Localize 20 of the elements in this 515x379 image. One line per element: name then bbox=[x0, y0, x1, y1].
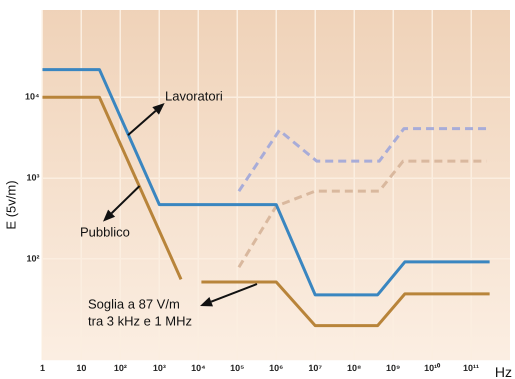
y-axis-title: E (5v/m) bbox=[4, 180, 19, 230]
x-tick-label: 10⁴ bbox=[191, 363, 206, 374]
x-axis-title: Hz bbox=[494, 364, 512, 379]
x-tick-label: 10 bbox=[76, 363, 86, 374]
y-tick-label: 10³ bbox=[26, 172, 40, 183]
annotation: Soglia a 87 V/m tra 3 kHz e 1 MHz bbox=[88, 296, 192, 329]
x-tick-label: 10¹⁰ bbox=[424, 363, 442, 374]
x-tick-label: 10⁵ bbox=[230, 363, 244, 374]
x-tick-label: 10⁸ bbox=[347, 363, 362, 374]
x-tick-label: 10⁶ bbox=[269, 363, 284, 374]
x-tick-label: 10⁷ bbox=[308, 363, 322, 374]
x-tick-label: 1 bbox=[40, 363, 45, 374]
x-tick-label: 10³ bbox=[152, 363, 166, 374]
y-tick-label: 10⁴ bbox=[24, 92, 40, 102]
y-tick-label: 10² bbox=[26, 253, 40, 264]
annotation: Lavoratori bbox=[165, 88, 223, 104]
annotation: Pubblico bbox=[80, 224, 130, 240]
x-tick-label: 10² bbox=[114, 363, 127, 374]
x-tick-label: 10⁹ bbox=[386, 363, 400, 374]
x-tick-label: 10¹¹ bbox=[463, 363, 480, 374]
